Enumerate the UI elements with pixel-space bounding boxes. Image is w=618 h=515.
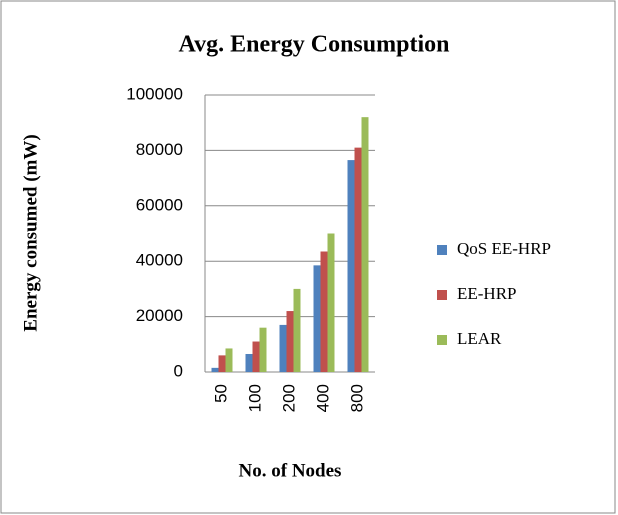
bar: [361, 117, 369, 372]
y-tick-label: 0: [174, 361, 183, 380]
bar: [313, 265, 321, 372]
x-tick-label: 50: [211, 384, 230, 403]
x-tick-label: 400: [313, 384, 332, 412]
bar: [327, 233, 335, 372]
bar: [320, 251, 328, 372]
bar: [347, 160, 355, 372]
x-tick-label: 800: [347, 384, 366, 412]
bar: [245, 353, 253, 372]
y-tick-label: 40000: [136, 251, 183, 270]
legend-label: QoS EE-HRP: [457, 239, 551, 258]
x-tick-label: 200: [279, 384, 298, 412]
bar: [354, 147, 362, 372]
y-axis-label: Energy consumed (mW): [20, 134, 41, 331]
bar: [218, 355, 226, 372]
legend-swatch: [437, 335, 447, 345]
bar: [259, 327, 267, 372]
y-tick-label: 20000: [136, 306, 183, 325]
bar: [252, 341, 260, 372]
bar: [225, 348, 233, 372]
legend-label: LEAR: [457, 329, 502, 348]
x-tick-label: 100: [245, 384, 264, 412]
bar: [211, 367, 219, 372]
y-tick-label: 100000: [126, 84, 183, 103]
y-tick-label: 60000: [136, 195, 183, 214]
x-axis-label: No. of Nodes: [239, 460, 342, 481]
chart-title: Avg. Energy Consumption: [179, 32, 450, 58]
legend-label: EE-HRP: [457, 284, 517, 303]
legend-swatch: [437, 245, 447, 255]
bar: [279, 324, 287, 372]
bar: [286, 311, 294, 372]
bar: [293, 288, 301, 372]
y-tick-label: 80000: [136, 140, 183, 159]
legend-swatch: [437, 290, 447, 300]
